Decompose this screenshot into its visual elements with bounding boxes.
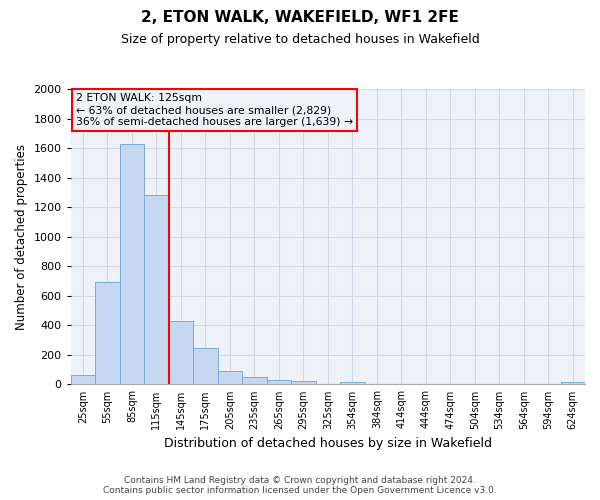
- Text: 2 ETON WALK: 125sqm
← 63% of detached houses are smaller (2,829)
36% of semi-det: 2 ETON WALK: 125sqm ← 63% of detached ho…: [76, 94, 353, 126]
- Bar: [291, 382, 316, 384]
- Bar: [193, 348, 218, 385]
- Y-axis label: Number of detached properties: Number of detached properties: [15, 144, 28, 330]
- Text: Size of property relative to detached houses in Wakefield: Size of property relative to detached ho…: [121, 32, 479, 46]
- Bar: [119, 144, 144, 384]
- Bar: [560, 382, 585, 384]
- Bar: [340, 382, 365, 384]
- Bar: [169, 321, 193, 384]
- Bar: [144, 196, 169, 384]
- Bar: [242, 377, 266, 384]
- X-axis label: Distribution of detached houses by size in Wakefield: Distribution of detached houses by size …: [164, 437, 492, 450]
- Bar: [71, 375, 95, 384]
- Bar: [95, 282, 119, 384]
- Text: 2, ETON WALK, WAKEFIELD, WF1 2FE: 2, ETON WALK, WAKEFIELD, WF1 2FE: [141, 10, 459, 25]
- Text: Contains HM Land Registry data © Crown copyright and database right 2024.
Contai: Contains HM Land Registry data © Crown c…: [103, 476, 497, 495]
- Bar: [266, 380, 291, 384]
- Bar: [218, 371, 242, 384]
